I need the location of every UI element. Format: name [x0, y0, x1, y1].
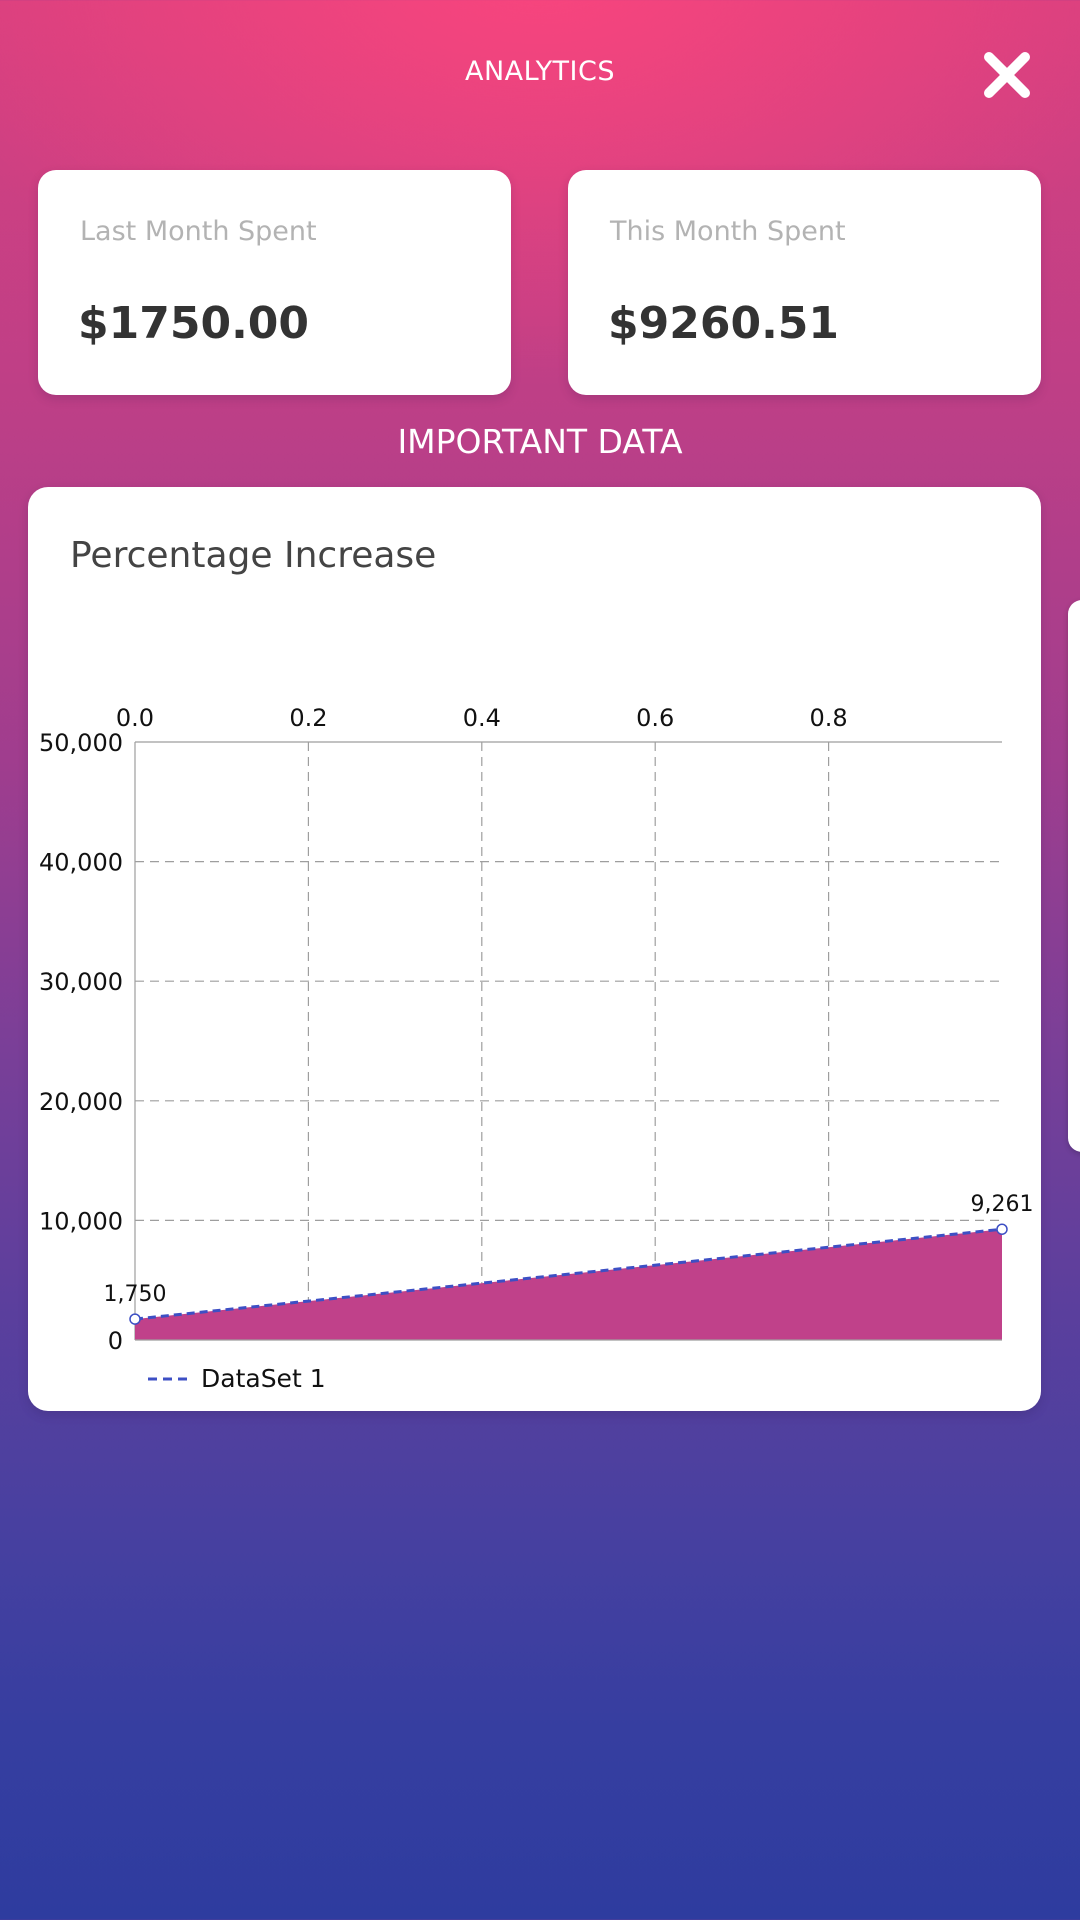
chart-title: Percentage Increase — [70, 535, 437, 576]
this-month-card: This Month Spent $9260.51 — [568, 170, 1041, 395]
y-tick-label: 20,000 — [39, 1088, 123, 1116]
data-label: 1,750 — [104, 1282, 167, 1307]
this-month-value: $9260.51 — [608, 298, 840, 349]
x-tick-label: 0.6 — [636, 704, 674, 732]
x-tick-label: 0.8 — [810, 704, 848, 732]
chart-card: Percentage Increase 0 10,000 20,000 30,000 4… — [28, 487, 1041, 1411]
last-month-card: Last Month Spent $1750.00 — [38, 170, 511, 395]
last-month-label: Last Month Spent — [80, 216, 317, 247]
data-point — [996, 1223, 1008, 1235]
x-tick-label: 0.2 — [289, 704, 327, 732]
x-tick-label: 0.4 — [463, 704, 501, 732]
y-tick-label: 50,000 — [39, 729, 123, 757]
this-month-label: This Month Spent — [610, 216, 846, 247]
section-title: IMPORTANT DATA — [397, 422, 683, 461]
data-point — [129, 1313, 141, 1325]
close-x-icon — [984, 52, 1030, 98]
close-button[interactable] — [980, 48, 1034, 102]
data-label: 9,261 — [971, 1192, 1034, 1217]
x-tick-label: 0.0 — [116, 704, 154, 732]
last-month-value: $1750.00 — [78, 298, 310, 349]
y-tick-label: 0 — [108, 1327, 123, 1355]
y-tick-label: 30,000 — [39, 968, 123, 996]
page-title: ANALYTICS — [464, 56, 616, 87]
series-line — [134, 1227, 1003, 1321]
series-area — [135, 1229, 1002, 1340]
y-tick-label: 40,000 — [39, 849, 123, 877]
edge-panel-handle[interactable] — [1068, 600, 1080, 1152]
legend-label: DataSet 1 — [201, 1364, 326, 1393]
y-tick-label: 10,000 — [39, 1207, 123, 1235]
